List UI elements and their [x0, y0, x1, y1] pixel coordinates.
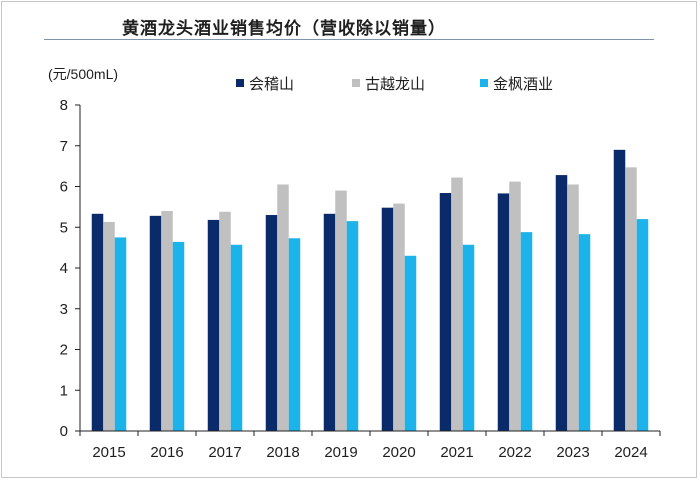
x-tick-label: 2020 [382, 444, 415, 461]
bar [439, 193, 452, 431]
bar [161, 210, 173, 431]
legend-label: 古越龙山 [365, 75, 425, 93]
bar [288, 238, 301, 431]
bar [346, 221, 359, 431]
legend: 会稽山 古越龙山 金枫酒业 [236, 75, 553, 93]
bar [207, 219, 220, 431]
bar [219, 211, 231, 431]
x-tick-label: 2015 [92, 444, 125, 461]
bars [91, 149, 649, 431]
legend-swatch [236, 79, 244, 87]
legend-label: 金枫酒业 [493, 75, 553, 93]
bar [172, 241, 185, 431]
y-tick-label: 3 [60, 301, 68, 318]
bar [462, 244, 475, 431]
y-tick-label: 6 [60, 179, 68, 196]
y-tick-label: 0 [60, 423, 68, 440]
bar [277, 184, 289, 431]
bar [451, 177, 463, 431]
bar [335, 190, 347, 431]
x-tick-label: 2018 [266, 444, 299, 461]
title-underline [44, 39, 654, 40]
x-tick-label: 2021 [440, 444, 473, 461]
bar [520, 232, 533, 431]
x-tick-label: 2024 [614, 444, 647, 461]
x-tick-label: 2022 [498, 444, 531, 461]
bar [103, 221, 115, 431]
x-tick-label: 2023 [556, 444, 589, 461]
x-axis: 2015 2016 2017 2018 2019 2020 2021 2022 2023 2024 [79, 430, 661, 461]
x-tick-label: 2017 [208, 444, 241, 461]
y-axis: 0 1 2 3 4 5 6 7 8 [60, 97, 81, 440]
bar [114, 237, 127, 431]
legend-swatch [352, 79, 360, 87]
y-axis-unit-label: (元/500mL) [48, 66, 119, 82]
bar [625, 167, 637, 431]
bar [567, 184, 579, 431]
chart-title: 黄酒龙头酒业销售均价（营收除以销量） [122, 19, 446, 39]
x-tick-label: 2019 [324, 444, 357, 461]
y-tick-label: 4 [60, 260, 68, 277]
bar [230, 244, 243, 431]
legend-label: 会稽山 [249, 75, 294, 93]
bar [381, 207, 394, 431]
bar [149, 215, 162, 431]
bar [497, 193, 510, 431]
bar [613, 149, 626, 431]
y-tick-label: 5 [60, 219, 68, 236]
bar [91, 213, 104, 431]
y-tick-label: 2 [60, 342, 68, 359]
bar [509, 181, 521, 431]
bar [636, 219, 649, 431]
bar [393, 203, 405, 431]
bar [265, 215, 278, 431]
bar [578, 234, 591, 431]
x-tick-label: 2016 [150, 444, 183, 461]
y-tick-label: 1 [60, 382, 68, 399]
legend-swatch [480, 79, 488, 87]
y-tick-label: 7 [60, 138, 68, 155]
bar [555, 175, 568, 431]
bar [323, 213, 336, 431]
y-tick-label: 8 [60, 97, 68, 114]
bar [404, 255, 417, 431]
